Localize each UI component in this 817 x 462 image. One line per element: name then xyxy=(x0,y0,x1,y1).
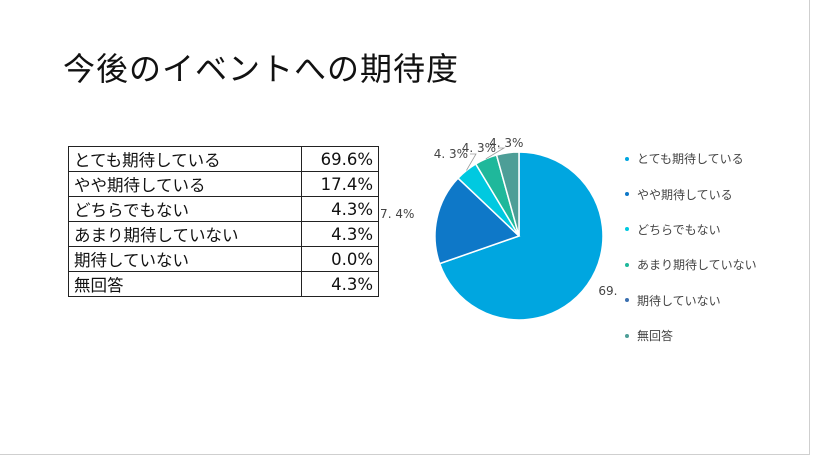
legend-swatch xyxy=(625,156,629,161)
row-label: どちらでもない xyxy=(68,196,302,222)
table-row: 無回答 4.3% xyxy=(68,271,379,297)
row-value: 0.0% xyxy=(301,246,379,272)
table-row: どちらでもない 4.3% xyxy=(68,196,379,222)
pie-chart: 69. 6%17. 4%4. 3%4. 3%4. 3% xyxy=(380,136,620,321)
pie-slice xyxy=(495,151,520,237)
row-value: 17.4% xyxy=(301,171,379,197)
legend-item: とても期待している xyxy=(625,141,757,176)
leader-line xyxy=(466,153,477,171)
slide: 今後のイベントへの期待度 とても期待している 69.6% やや期待している 17… xyxy=(0,0,810,455)
legend-swatch xyxy=(625,192,629,197)
table-row: 期待していない 0.0% xyxy=(68,246,379,272)
legend-label: やや期待している xyxy=(637,187,733,202)
legend-label: どちらでもない xyxy=(637,222,721,237)
legend-item: 期待していない xyxy=(625,283,757,318)
data-label: 17. 4% xyxy=(380,207,414,221)
legend-swatch xyxy=(625,298,629,303)
legend-label: 無回答 xyxy=(637,329,674,344)
legend-label: 期待していない xyxy=(637,293,721,308)
table-row: やや期待している 17.4% xyxy=(68,171,379,197)
data-label: 4. 3% xyxy=(462,141,496,155)
slide-title: 今後のイベントへの期待度 xyxy=(63,50,460,88)
row-value: 4.3% xyxy=(301,196,379,222)
data-label: 4. 3% xyxy=(434,147,468,161)
summary-table: とても期待している 69.6% やや期待している 17.4% どちらでもない 4… xyxy=(68,146,379,297)
legend-label: あまり期待していない xyxy=(637,258,757,273)
row-label: やや期待している xyxy=(68,171,302,197)
pie-slice xyxy=(438,151,604,321)
table-row: あまり期待していない 4.3% xyxy=(68,221,379,247)
row-label: とても期待している xyxy=(68,146,302,172)
legend-item: あまり期待していない xyxy=(625,247,757,282)
row-label: 無回答 xyxy=(68,271,302,297)
data-label: 4. 3% xyxy=(489,136,523,150)
row-label: 期待していない xyxy=(68,246,302,272)
legend-item: どちらでもない xyxy=(625,212,757,247)
legend-swatch xyxy=(625,227,629,232)
legend-swatch xyxy=(625,333,629,338)
chart-legend: とても期待している やや期待している どちらでもない あまり期待していない 期待… xyxy=(625,141,757,353)
legend-item: やや期待している xyxy=(625,176,757,211)
row-value: 4.3% xyxy=(301,271,379,297)
legend-label: とても期待している xyxy=(637,152,744,167)
table-row: とても期待している 69.6% xyxy=(68,146,379,172)
legend-swatch xyxy=(625,262,629,267)
leader-line xyxy=(485,147,506,160)
row-label: あまり期待していない xyxy=(68,221,302,247)
legend-item: 無回答 xyxy=(625,318,757,353)
row-value: 4.3% xyxy=(301,221,379,247)
data-label: 69. 6% xyxy=(598,284,620,298)
pie-slice xyxy=(434,177,521,265)
row-value: 69.6% xyxy=(301,146,379,172)
